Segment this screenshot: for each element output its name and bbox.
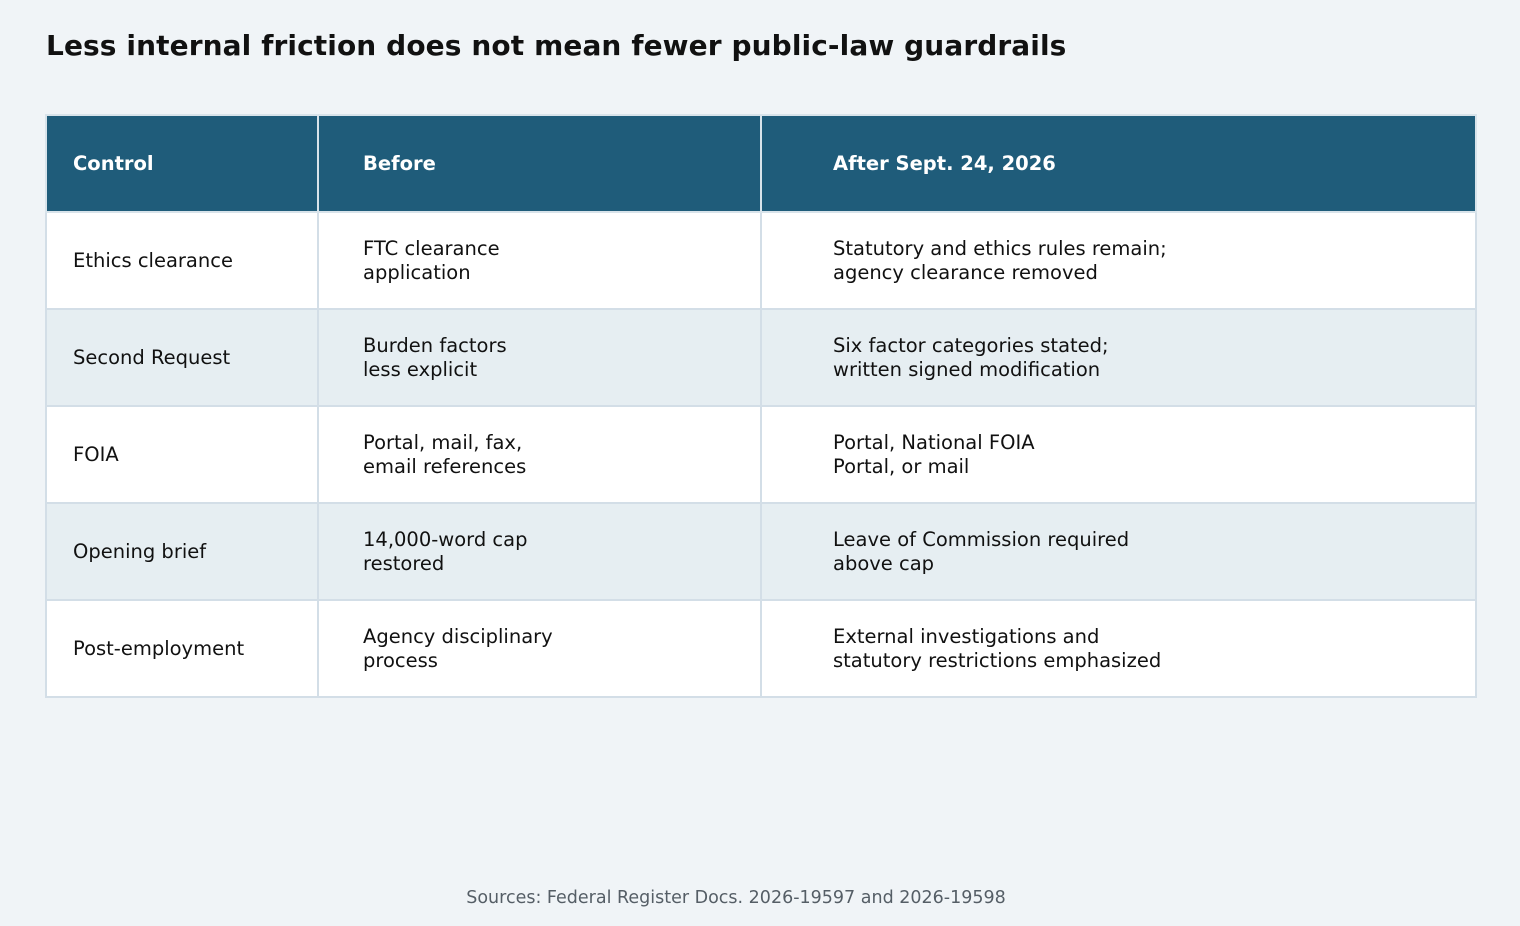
after-cell-line: agency clearance removed (833, 260, 1098, 284)
table-row: Opening brief 14,000-word cap restored Le… (45, 502, 1477, 601)
before-cell: Portal, mail, fax, email references (317, 405, 762, 504)
control-cell: Opening brief (45, 502, 319, 601)
after-cell-line: Six factor categories stated; (833, 333, 1109, 357)
after-cell-line: Leave of Commission required (833, 527, 1130, 551)
column-header-after: After Sept. 24, 2026 (760, 114, 1477, 213)
after-cell-line: above cap (833, 551, 935, 575)
before-cell-line: email references (363, 454, 527, 478)
before-cell: Agency disciplinary process (317, 599, 762, 698)
after-cell: Portal, National FOIA Portal, or mail (760, 405, 1477, 504)
before-cell: 14,000-word cap restored (317, 502, 762, 601)
before-cell: Burden factors less explicit (317, 308, 762, 407)
header-row: Control Before After Sept. 24, 2026 (45, 114, 1477, 213)
after-cell: Leave of Commission required above cap (760, 502, 1477, 601)
chart-title: Less internal friction does not mean few… (46, 29, 1067, 62)
column-header-before: Before (317, 114, 762, 213)
table-row: Post-employment Agency disciplinary proce… (45, 599, 1477, 698)
comparison-table: Control Before After Sept. 24, 2026 Ethi… (45, 114, 1477, 698)
after-cell-line: Portal, or mail (833, 454, 970, 478)
control-cell: FOIA (45, 405, 319, 504)
before-cell-line: less explicit (363, 357, 478, 381)
table-row: Second Request Burden factors less explic… (45, 308, 1477, 407)
after-cell: Statutory and ethics rules remain; agency… (760, 211, 1477, 310)
before-cell-line: Portal, mail, fax, (363, 430, 523, 454)
table-row: FOIA Portal, mail, fax, email references … (45, 405, 1477, 504)
control-cell: Ethics clearance (45, 211, 319, 310)
source-note: Sources: Federal Register Docs. 2026-195… (466, 888, 1006, 908)
before-cell-line: Agency disciplinary (363, 624, 553, 648)
table-row: Ethics clearance FTC clearance applicatio… (45, 211, 1477, 310)
before-cell: FTC clearance application (317, 211, 762, 310)
before-cell-line: Burden factors (363, 333, 507, 357)
after-cell: External investigations and statutory res… (760, 599, 1477, 698)
before-cell-line: process (363, 648, 438, 672)
before-cell-line: 14,000-word cap (363, 527, 528, 551)
control-cell: Post-employment (45, 599, 319, 698)
before-cell-line: FTC clearance (363, 236, 500, 260)
after-cell-line: Statutory and ethics rules remain; (833, 236, 1167, 260)
column-header-control: Control (45, 114, 319, 213)
control-cell: Second Request (45, 308, 319, 407)
before-cell-line: restored (363, 551, 445, 575)
after-cell-line: written signed modification (833, 357, 1101, 381)
after-cell-line: statutory restrictions emphasized (833, 648, 1162, 672)
before-cell-line: application (363, 260, 471, 284)
after-cell: Six factor categories stated; written sig… (760, 308, 1477, 407)
after-cell-line: External investigations and (833, 624, 1100, 648)
after-cell-line: Portal, National FOIA (833, 430, 1035, 454)
